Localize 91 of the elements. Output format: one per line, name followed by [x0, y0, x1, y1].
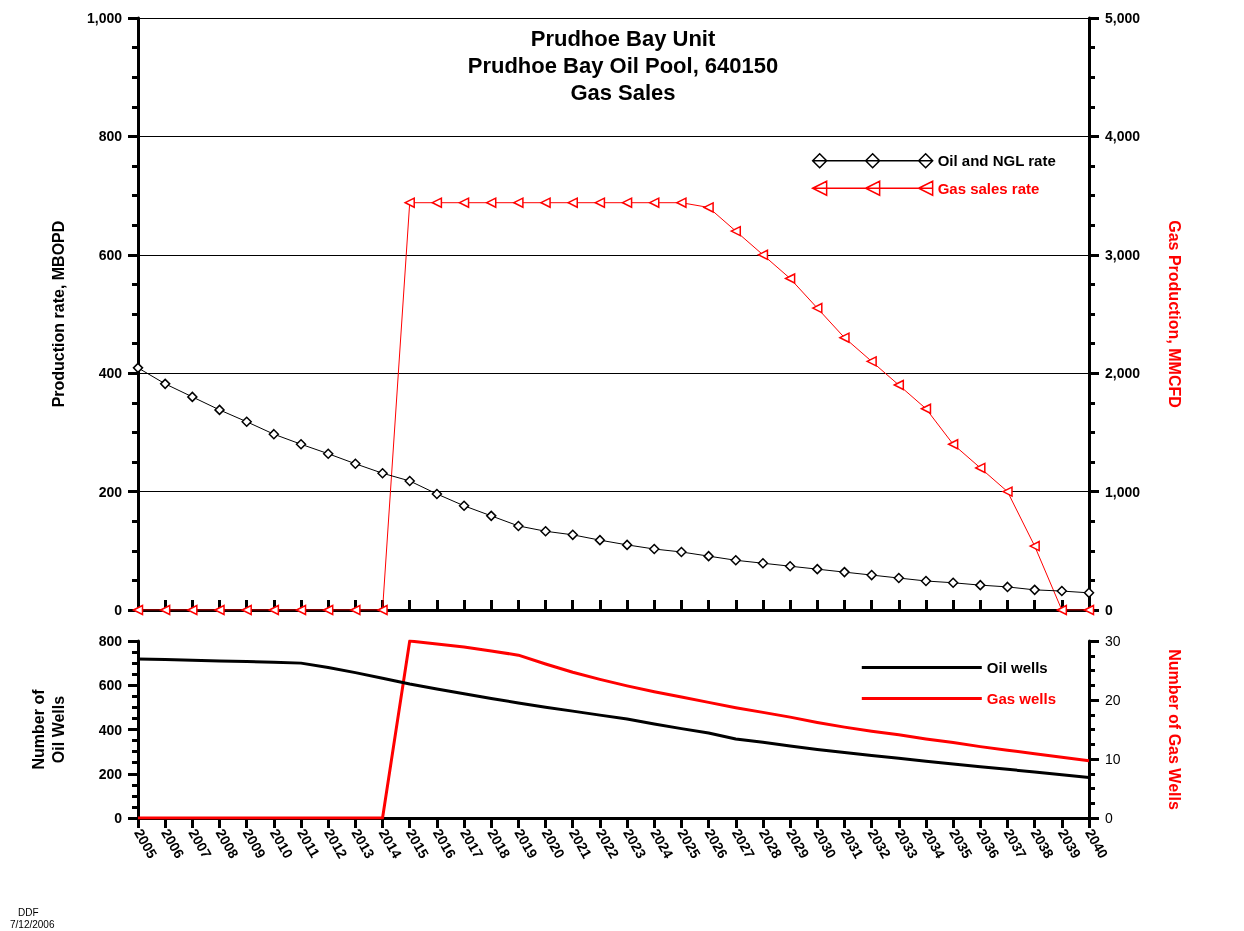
point	[187, 391, 198, 403]
point	[567, 529, 578, 541]
point	[621, 539, 633, 551]
point	[975, 462, 986, 474]
point	[676, 546, 687, 558]
y2-tick-label: 1,000	[1105, 483, 1141, 500]
y-axis-title: Production rate, MBOPD	[49, 220, 67, 408]
point	[866, 569, 877, 581]
y2-tick-label: 2,000	[1105, 365, 1141, 382]
point	[947, 577, 959, 589]
y-tick-label: 600	[98, 246, 123, 263]
text: DDF	[18, 906, 39, 918]
y-tick-label: 600	[98, 677, 123, 694]
text: Oil wells	[986, 659, 1048, 676]
point	[594, 197, 606, 208]
y-tick-label: 200	[98, 483, 123, 500]
point	[784, 560, 796, 572]
point	[621, 197, 633, 208]
y-tick-label: 0	[114, 602, 123, 618]
point	[757, 557, 769, 569]
point	[540, 526, 551, 537]
point	[975, 579, 986, 591]
point	[1002, 486, 1013, 497]
point	[1002, 581, 1013, 593]
point	[485, 510, 497, 522]
point	[784, 273, 796, 284]
y-tick-label: 0	[114, 810, 123, 826]
point	[812, 563, 823, 575]
point	[649, 197, 660, 208]
point	[159, 378, 171, 390]
point	[920, 403, 932, 414]
point	[730, 555, 742, 566]
y2-tick-label: 3,000	[1105, 246, 1141, 263]
y-axis-title: Number of Oil Wells	[29, 688, 67, 770]
y-tick-label: 400	[98, 721, 123, 738]
y2-tick-label: 10	[1105, 751, 1121, 767]
point	[866, 356, 877, 367]
point	[513, 197, 524, 208]
point	[1029, 540, 1040, 552]
point	[947, 438, 959, 450]
y2-tick-label: 20	[1105, 692, 1121, 708]
point	[757, 249, 769, 261]
y-tick-label: 200	[98, 765, 123, 782]
point	[567, 197, 578, 208]
point	[350, 458, 361, 470]
y2-tick-label: 0	[1105, 810, 1113, 826]
y-tick-label: 800	[98, 128, 123, 145]
point	[839, 332, 850, 343]
point	[812, 302, 823, 314]
y2-axis-title: Gas Production, MMCFD	[1165, 220, 1183, 408]
point	[1056, 585, 1068, 597]
y-tick-label: 800	[98, 633, 123, 649]
point	[214, 404, 225, 416]
point	[458, 197, 470, 208]
point	[241, 416, 252, 427]
point	[485, 197, 497, 208]
point	[730, 225, 742, 237]
point	[431, 197, 443, 208]
text: Prudhoe Bay Unit Prudhoe Bay Oil Pool, 640150 Gas Sales	[467, 26, 779, 105]
point	[594, 534, 606, 546]
y-tick-label: 400	[98, 365, 123, 382]
point	[703, 202, 714, 213]
point	[377, 468, 388, 479]
y2-axis-title: Number of Gas Wells	[1165, 649, 1183, 810]
point	[649, 543, 660, 555]
y-tick-label: 1,000	[86, 10, 123, 26]
point	[893, 572, 905, 584]
point	[703, 550, 714, 562]
y2-tick-label: 4,000	[1105, 128, 1141, 145]
point	[404, 475, 415, 487]
y2-tick-label: 5,000	[1105, 10, 1141, 26]
point	[540, 197, 551, 208]
point	[322, 448, 334, 459]
point	[920, 575, 932, 587]
text: Gas wells	[986, 690, 1057, 707]
point	[1029, 584, 1040, 596]
point	[676, 197, 687, 208]
y2-tick-label: 0	[1105, 602, 1113, 618]
y2-tick-label: 30	[1105, 633, 1121, 649]
point	[268, 428, 280, 440]
point	[404, 197, 415, 208]
point	[513, 520, 524, 532]
point	[1083, 587, 1095, 599]
point	[295, 438, 307, 450]
legend-label: Oil and NGL rate	[937, 152, 1056, 170]
point	[893, 379, 905, 391]
point	[458, 500, 470, 512]
legend-label: Gas sales rate	[937, 179, 1040, 197]
text: 7/12/2006	[10, 918, 55, 930]
point	[839, 566, 850, 578]
point	[431, 488, 443, 500]
